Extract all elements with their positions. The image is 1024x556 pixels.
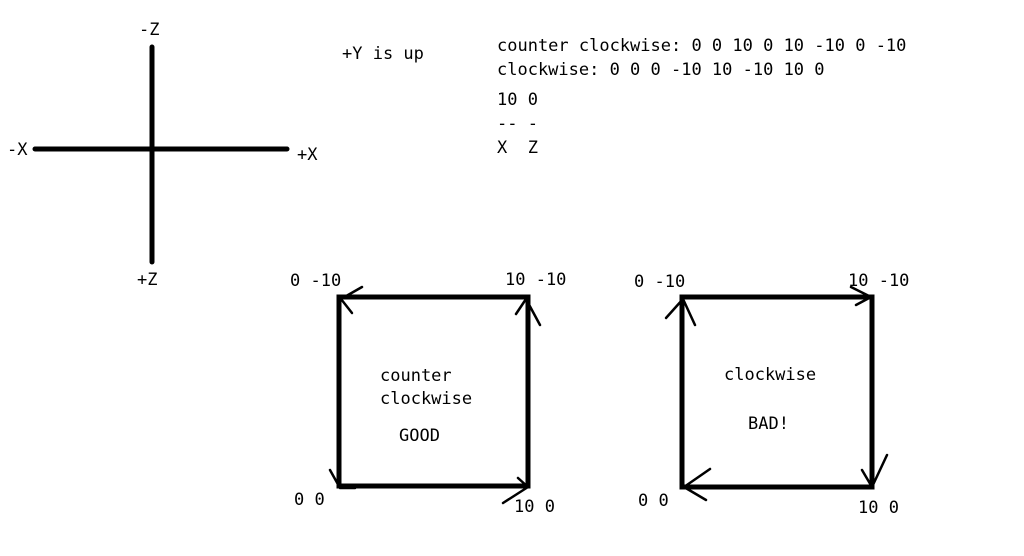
ccw-label-line1: counter [380,366,452,386]
legend-dashes: -- - [497,114,538,134]
pos-z-label: +Z [137,270,158,290]
cw-top-right-coord: 10 -10 [848,271,910,291]
ccw-bottom-left-coord: 0 0 [294,490,325,510]
neg-z-label: -Z [139,20,160,40]
legend-values: 10 0 [497,90,538,110]
cw-arrow-top-right [849,285,873,307]
cw-verdict: BAD! [748,414,789,434]
ccw-arrow-top-right [514,297,542,327]
cw-label: clockwise [724,365,817,385]
cw-square [679,294,875,490]
pos-x-label: +X [297,145,318,165]
ccw-arrow-bottom-left [328,468,357,490]
y-up-note: +Y is up [342,44,424,64]
ccw-bottom-right-coord: 10 0 [514,497,555,517]
cw-arrow-bottom-left [682,467,712,502]
neg-x-label: -X [7,140,28,160]
cw-top-left-coord: 0 -10 [634,272,686,292]
ccw-arrow-bottom-right [501,476,530,505]
ccw-verdict: GOOD [399,426,440,446]
ccw-top-left-coord: 0 -10 [290,271,342,291]
ccw-label-line2: clockwise [380,389,473,409]
cw-arrow-top-left [664,297,697,327]
cw-bottom-right-coord: 10 0 [858,498,899,518]
cw-arrow-bottom-right [860,453,889,489]
ccw-vertex-list: counter clockwise: 0 0 10 0 10 -10 0 -10 [497,36,907,56]
ccw-top-right-coord: 10 -10 [505,270,567,290]
legend-axes: X Z [497,138,538,158]
cw-bottom-left-coord: 0 0 [638,491,669,511]
cw-vertex-list: clockwise: 0 0 0 -10 10 -10 10 0 [497,60,825,80]
ccw-arrow-top-left [339,285,364,315]
ccw-square [336,294,531,489]
